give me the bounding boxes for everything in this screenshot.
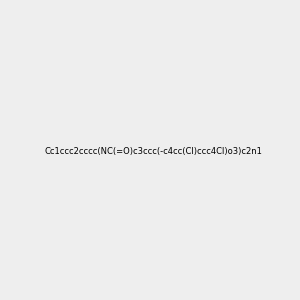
Text: Cc1ccc2cccc(NC(=O)c3ccc(-c4cc(Cl)ccc4Cl)o3)c2n1: Cc1ccc2cccc(NC(=O)c3ccc(-c4cc(Cl)ccc4Cl)… bbox=[45, 147, 263, 156]
